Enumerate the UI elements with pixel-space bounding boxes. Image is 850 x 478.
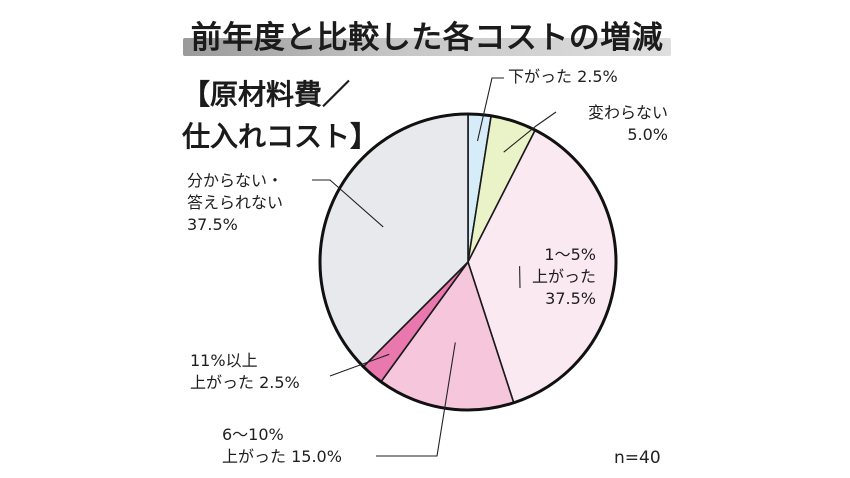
leader-unknown	[312, 179, 384, 228]
slice-label-unknown-line-3: 37.5%	[187, 215, 238, 234]
slice-label-up-6-10: 6〜10% 上がった 15.0%	[222, 424, 342, 468]
leader-up-11-plus	[329, 353, 390, 377]
leader-down	[476, 77, 504, 142]
slice-label-up-11-plus-line-2: 上がった 2.5%	[190, 373, 300, 392]
slice-label-up-1-5-line-3: 37.5%	[545, 289, 596, 308]
title-underline-band	[183, 38, 671, 56]
sample-size-note: n=40	[614, 448, 661, 468]
slice-label-unknown-line-1: 分からない・	[187, 171, 284, 190]
leader-up-6-10	[376, 342, 456, 457]
slice-label-unknown: 分からない・ 答えられない 37.5%	[187, 170, 283, 236]
chart-subtitle: 【原材料費／ 仕入れコスト】	[182, 74, 378, 158]
chart-title-band: 前年度と比較した各コストの増減	[183, 12, 671, 64]
slice-label-up-6-10-line-2: 上がった 15.0%	[222, 447, 342, 466]
slice-label-up-11-plus-line-1: 11%以上	[190, 351, 258, 370]
leader-lines-layer	[312, 77, 557, 457]
slice-label-up-11-plus: 11%以上 上がった 2.5%	[190, 350, 300, 394]
slice-label-up-1-5-line-1: 1〜5%	[544, 245, 596, 264]
chart-title: 前年度と比較した各コストの増減	[190, 20, 664, 56]
slice-label-unchanged-line-1: 変わらない	[587, 103, 668, 122]
slice-label-unchanged-line-2: 5.0%	[627, 125, 668, 144]
chart-subtitle-line-2: 仕入れコスト】	[182, 120, 379, 153]
chart-subtitle-line-1: 【原材料費／	[182, 78, 351, 111]
slice-label-up-6-10-line-1: 6〜10%	[222, 425, 284, 444]
slice-label-down-text: 下がった 2.5%	[508, 67, 618, 86]
slice-label-down: 下がった 2.5%	[508, 66, 618, 88]
slice-label-up-1-5: 1〜5% 上がった 37.5%	[500, 244, 596, 310]
pie-outline	[318, 112, 618, 412]
leader-unchanged	[503, 111, 557, 153]
slice-label-up-1-5-line-2: 上がった	[531, 267, 596, 286]
slices-layer	[318, 112, 618, 412]
slice-label-unchanged: 変わらない 5.0%	[560, 102, 668, 146]
slice-label-unknown-line-2: 答えられない	[187, 193, 284, 212]
